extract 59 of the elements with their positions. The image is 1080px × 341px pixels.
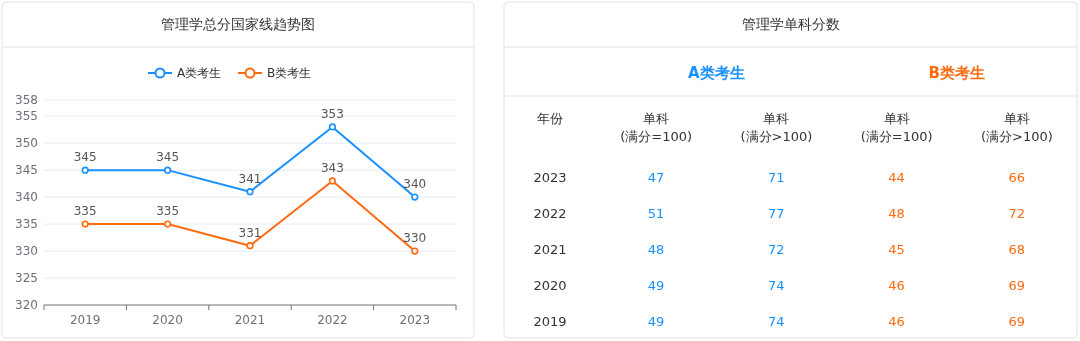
text: A类考生 xyxy=(687,64,745,82)
data-label: 45 xyxy=(888,242,905,257)
data-label: 68 xyxy=(1008,242,1026,257)
data-label: 69 xyxy=(1008,278,1026,293)
data-label: 330 xyxy=(403,231,427,246)
data-label: 343 xyxy=(320,160,344,175)
chart-title: 管理学单科分数 xyxy=(741,16,840,32)
data-label: 48 xyxy=(647,242,665,257)
legend-label: A类考生 xyxy=(177,66,222,80)
x-tick-label: 2023 xyxy=(399,313,431,327)
data-label: 69 xyxy=(1008,314,1026,329)
y-tick-label: 2022 xyxy=(533,206,567,221)
y-tick-label: 330 xyxy=(15,244,38,259)
text: B类考生 xyxy=(928,64,985,82)
data-label: 47 xyxy=(647,170,665,185)
x-tick-label: 2020 xyxy=(152,313,183,327)
data-label: 48 xyxy=(888,206,905,221)
y-tick-label: 2020 xyxy=(533,278,567,293)
y-tick-label: 345 xyxy=(15,163,38,178)
data-label: 331 xyxy=(238,225,262,240)
y-tick-label: 340 xyxy=(15,190,38,205)
x-tick-label: 单科 (满分>100) xyxy=(980,111,1053,144)
y-tick-label: 350 xyxy=(15,136,38,151)
y-tick-label: 2021 xyxy=(533,242,567,257)
data-label: 72 xyxy=(1008,206,1026,221)
y-tick-label: 325 xyxy=(15,271,38,286)
chart-title: 管理学总分国家线趋势图 xyxy=(161,16,315,32)
data-label: 77 xyxy=(768,206,785,221)
legend-label: B类考生 xyxy=(267,66,312,80)
data-label: 66 xyxy=(1008,170,1026,185)
data-label: 335 xyxy=(156,204,180,219)
x-tick-label: 2021 xyxy=(234,313,266,327)
data-label: 46 xyxy=(888,314,905,329)
data-label: 49 xyxy=(647,278,665,293)
data-label: 340 xyxy=(403,177,427,192)
data-label: 345 xyxy=(156,150,180,165)
y-axis-title: 年份 xyxy=(537,111,563,126)
y-tick-label: 355 xyxy=(15,109,38,124)
data-label: 46 xyxy=(888,278,905,293)
y-tick-label: 358 xyxy=(15,93,38,107)
data-label: 72 xyxy=(768,242,785,257)
data-label: 341 xyxy=(238,171,262,186)
data-label: 74 xyxy=(768,278,785,293)
data-label: 51 xyxy=(647,206,665,221)
x-tick-label: 2022 xyxy=(317,313,348,327)
y-tick-label: 2023 xyxy=(533,170,567,185)
y-tick-label: 320 xyxy=(15,298,38,312)
y-tick-label: 335 xyxy=(15,217,38,232)
data-label: 74 xyxy=(768,314,785,329)
data-label: 71 xyxy=(768,170,785,185)
data-label: 335 xyxy=(73,204,97,219)
x-tick-label: 单科 (满分=100) xyxy=(860,111,933,144)
data-label: 345 xyxy=(73,150,97,165)
x-tick-label: 单科 (满分=100) xyxy=(620,111,693,144)
data-label: 44 xyxy=(888,170,905,185)
data-label: 353 xyxy=(320,106,344,121)
data-label: 49 xyxy=(647,314,665,329)
x-tick-label: 2019 xyxy=(69,313,101,327)
x-tick-label: 单科 (满分>100) xyxy=(740,111,813,144)
